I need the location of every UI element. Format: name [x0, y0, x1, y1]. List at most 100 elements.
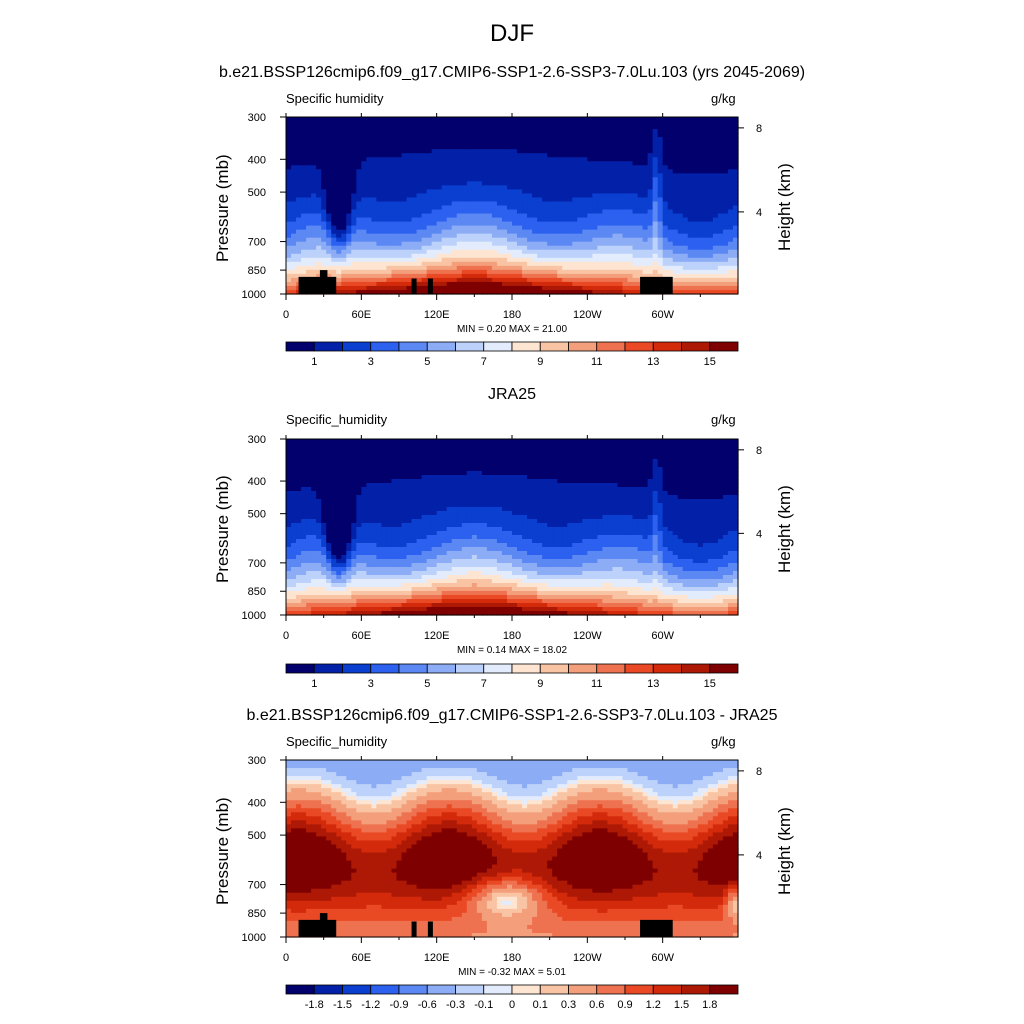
- colorbar-box: [709, 663, 739, 674]
- colorbar-label: -0.9: [390, 999, 409, 1011]
- colorbar-label: 13: [647, 678, 659, 690]
- colorbar-label: 9: [537, 356, 543, 368]
- colorbar-box: [426, 341, 456, 352]
- colorbar-label: 1: [311, 356, 317, 368]
- terrain-mask: [298, 919, 337, 937]
- panel-1-plot: 0 60E 120E 180 120W 60W 300 400 500 700 850 1000 8 4 M…: [242, 112, 763, 368]
- x-tick-label: 180: [503, 952, 521, 964]
- panel-2-title: JRA25: [487, 386, 537, 403]
- panel-1-field: [286, 117, 739, 295]
- x-tick-label: 0: [283, 630, 289, 642]
- colorbar-box: [624, 341, 654, 352]
- colorbar-label: 1: [311, 678, 317, 690]
- colorbar-box: [539, 663, 569, 674]
- x-tick-label: 60E: [352, 630, 372, 642]
- x-tick-label: 0: [283, 952, 289, 964]
- colorbar-label: 3: [368, 678, 374, 690]
- colorbar-box: [313, 984, 343, 995]
- colorbar-label: 11: [591, 356, 602, 368]
- panel-3-units-label: g/kg: [711, 734, 736, 749]
- colorbar-box: [568, 663, 598, 674]
- colorbar-label: 15: [704, 356, 716, 368]
- colorbar-label: 9: [537, 678, 543, 690]
- colorbar-box: [370, 984, 400, 995]
- panel-3-colorbar: -1.8 -1.5 -1.2 -0.9 -0.6 -0.3 -0.1 0 0.1 0.3 0.6 0.…: [285, 984, 739, 1011]
- y-tick-label: 850: [248, 586, 266, 598]
- colorbar-label: -1.2: [361, 999, 380, 1011]
- colorbar-label: 1.5: [674, 999, 689, 1011]
- colorbar-label: 5: [424, 356, 430, 368]
- y-tick-label: 400: [248, 154, 266, 166]
- x-tick-label: 120W: [573, 630, 602, 642]
- colorbar-label: 7: [481, 678, 487, 690]
- panel-3-variable-label: Specific_humidity: [286, 734, 388, 749]
- terrain-mask: [319, 270, 328, 294]
- panel-2-stats: MIN = 0.14 MAX = 18.02: [457, 645, 567, 656]
- colorbar-label: 0.6: [589, 999, 604, 1011]
- colorbar-box: [370, 341, 400, 352]
- colorbar-label: 7: [481, 356, 487, 368]
- colorbar-box: [483, 984, 513, 995]
- colorbar-label: -1.5: [333, 999, 352, 1011]
- colorbar-label: -0.1: [474, 999, 493, 1011]
- y-tick-label: 500: [248, 830, 266, 842]
- y-tick-label: 300: [248, 755, 266, 767]
- colorbar-box: [370, 663, 400, 674]
- panel-1-colorbar: 1 3 5 7 9 11 13 15: [285, 341, 739, 368]
- y-tick-label: 1000: [242, 610, 266, 622]
- panel-1-title: b.e21.BSSP126cmip6.f09_g17.CMIP6-SSP1-2.…: [218, 64, 806, 81]
- y-tick-label: 700: [248, 237, 266, 249]
- colorbar-box: [511, 984, 541, 995]
- colorbar-box: [483, 341, 513, 352]
- y-tick-label: 700: [248, 558, 266, 570]
- y-tick-label: 1000: [242, 932, 266, 944]
- colorbar-box: [681, 663, 711, 674]
- colorbar-box: [455, 663, 485, 674]
- x-tick-label: 120E: [424, 630, 450, 642]
- colorbar-box: [483, 663, 513, 674]
- colorbar-box: [596, 984, 626, 995]
- x-tick-label: 180: [503, 309, 521, 321]
- colorbar-box: [342, 663, 372, 674]
- colorbar-box: [652, 663, 682, 674]
- colorbar-label: 11: [591, 678, 602, 690]
- colorbar-box: [455, 984, 485, 995]
- colorbar-box: [426, 984, 456, 995]
- colorbar-label: 0: [509, 999, 515, 1011]
- panel-3-plot: 0 60E 120E 180 120W 60W 300 400 500 700 850 1000 8 4 M…: [242, 755, 763, 1011]
- colorbar-box: [624, 663, 654, 674]
- x-tick-label: 0: [283, 309, 289, 321]
- colorbar-box: [709, 984, 739, 995]
- colorbar-box: [398, 341, 428, 352]
- colorbar-box: [596, 663, 626, 674]
- terrain-mask: [411, 921, 417, 937]
- panel-1-variable-label: Specific humidity: [286, 91, 384, 106]
- x-tick-label: 120E: [424, 952, 450, 964]
- main-title: DJF: [490, 20, 534, 47]
- panel-3-field: [286, 760, 739, 938]
- x-tick-label: 120E: [424, 309, 450, 321]
- panel-1-units-label: g/kg: [711, 91, 736, 106]
- panel-1-stats: MIN = 0.20 MAX = 21.00: [457, 324, 567, 335]
- y2-tick-label: 8: [756, 766, 762, 778]
- colorbar-box: [709, 341, 739, 352]
- colorbar-label: 0.9: [617, 999, 632, 1011]
- terrain-mask: [298, 276, 337, 294]
- colorbar-box: [342, 984, 372, 995]
- colorbar-box: [342, 341, 372, 352]
- colorbar-box: [568, 341, 598, 352]
- y2-tick-label: 8: [756, 123, 762, 135]
- panel-2-colorbar: 1 3 5 7 9 11 13 15: [285, 663, 739, 690]
- colorbar-box: [539, 984, 569, 995]
- y-tick-label: 700: [248, 880, 266, 892]
- colorbar-box: [596, 341, 626, 352]
- colorbar-box: [398, 663, 428, 674]
- x-tick-label: 60E: [352, 952, 372, 964]
- y2-tick-label: 4: [756, 207, 762, 219]
- colorbar-box: [285, 341, 315, 352]
- x-tick-label: 60W: [651, 952, 674, 964]
- colorbar-box: [511, 663, 541, 674]
- y-tick-label: 300: [248, 112, 266, 124]
- colorbar-label: 15: [704, 678, 716, 690]
- colorbar-box: [455, 341, 485, 352]
